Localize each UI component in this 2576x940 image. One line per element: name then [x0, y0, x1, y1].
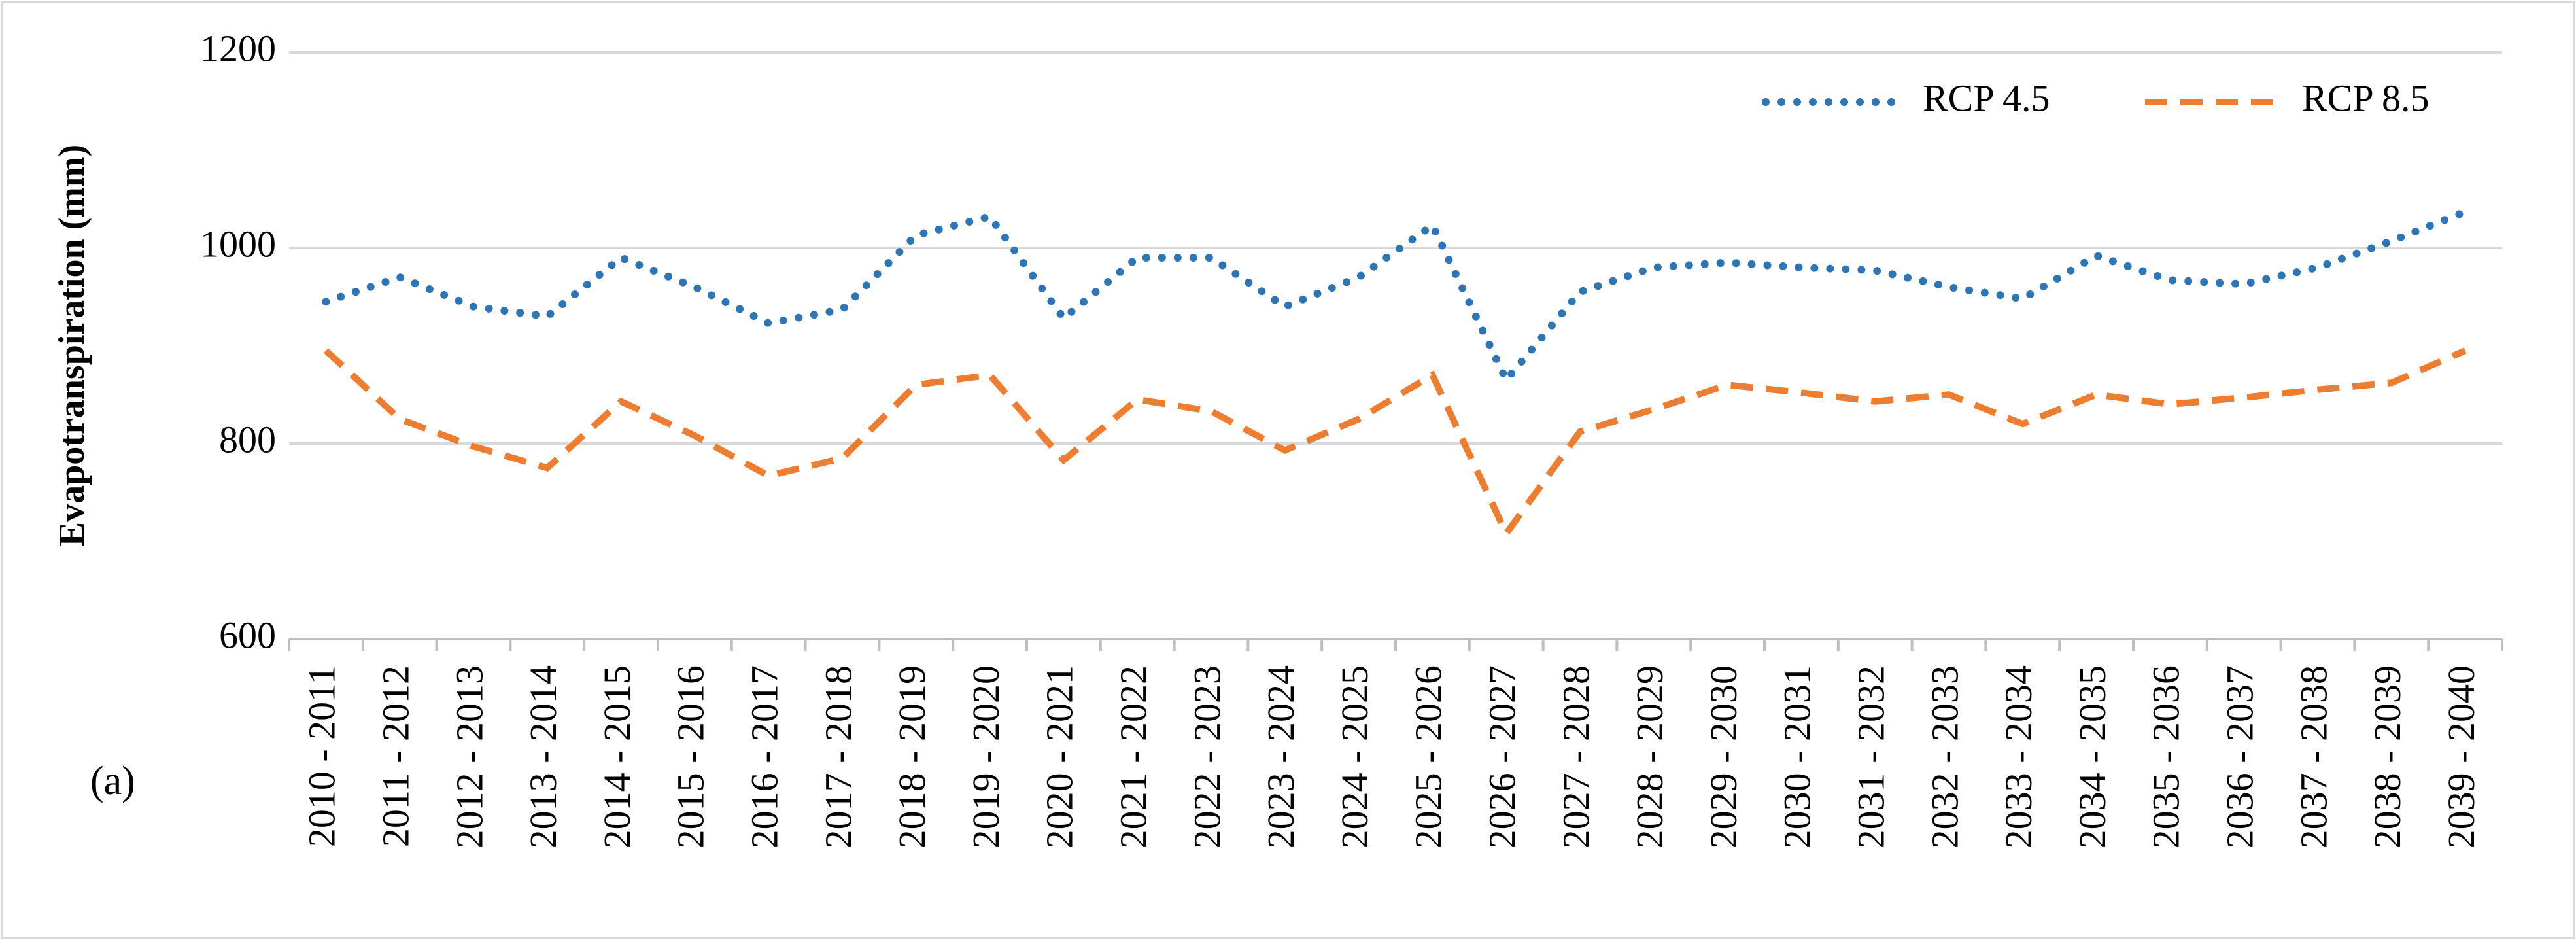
x-tick-label: 2022 - 2023 [1186, 665, 1228, 848]
x-tick-label: 2011 - 2012 [375, 665, 417, 847]
x-tick-label: 2028 - 2029 [1628, 665, 1671, 848]
x-tick-label: 2013 - 2014 [522, 665, 564, 848]
x-tick-label: 2012 - 2013 [448, 665, 490, 848]
y-tick-label: 800 [219, 418, 276, 461]
x-tick-label: 2038 - 2039 [2366, 665, 2409, 848]
x-tick-label: 2018 - 2019 [891, 665, 933, 848]
x-tick-label: 2017 - 2018 [817, 665, 859, 848]
y-tick-label: 600 [219, 614, 276, 656]
x-tick-label: 2035 - 2036 [2145, 665, 2188, 848]
x-tick-label: 2019 - 2020 [965, 665, 1007, 848]
x-tick-label: 2020 - 2021 [1039, 665, 1081, 848]
x-tick-label: 2034 - 2035 [2071, 665, 2114, 848]
x-tick-label: 2030 - 2031 [1776, 665, 1819, 848]
x-tick-label: 2025 - 2026 [1407, 665, 1450, 848]
data-line [323, 347, 2467, 540]
x-tick-label: 2023 - 2024 [1260, 665, 1302, 848]
data-line [322, 207, 2469, 387]
legend-label: RCP 4.5 [1923, 77, 2050, 119]
x-tick-label: 2024 - 2025 [1333, 665, 1376, 848]
annotation: (a) [90, 759, 135, 803]
x-tick-label: 2014 - 2015 [596, 665, 638, 848]
x-tick-label: 2010 - 2011 [301, 665, 343, 847]
x-tick-label: 2033 - 2034 [1997, 665, 2040, 848]
x-tick-label: 2029 - 2030 [1702, 665, 1745, 848]
y-tick-label: 1200 [200, 27, 276, 69]
y-tick-label: 1000 [200, 222, 276, 265]
x-tick-label: 2036 - 2037 [2219, 665, 2261, 848]
x-tick-label: 2015 - 2016 [670, 665, 712, 848]
x-tick-label: 2031 - 2032 [1850, 665, 1893, 848]
x-tick-label: 2027 - 2028 [1554, 665, 1597, 848]
x-tick-label: 2037 - 2038 [2292, 665, 2335, 848]
x-tick-label: 2039 - 2040 [2440, 665, 2482, 848]
x-tick-label: 2016 - 2017 [744, 665, 786, 848]
y-axis-label: Evapotranspiration (mm) [52, 145, 92, 546]
legend-label: RCP 8.5 [2302, 77, 2429, 119]
x-tick-label: 2032 - 2033 [1923, 665, 1966, 848]
x-tick-label: 2026 - 2027 [1481, 665, 1524, 848]
x-tick-label: 2021 - 2022 [1112, 665, 1155, 848]
